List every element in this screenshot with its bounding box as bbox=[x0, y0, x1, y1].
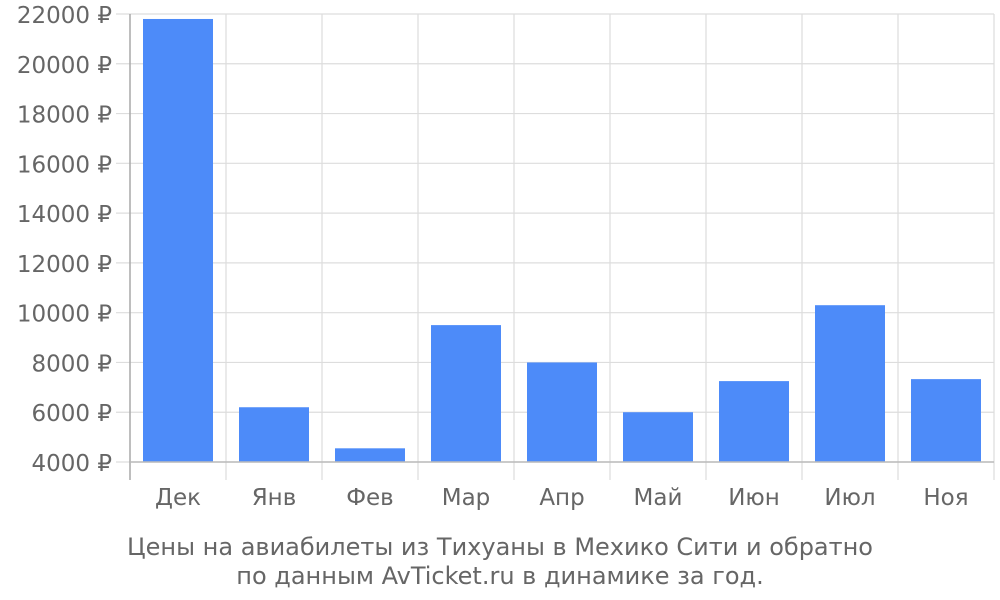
x-tick-label: Ноя bbox=[923, 485, 968, 511]
x-tick-label: Фев bbox=[346, 485, 394, 511]
bar-9 bbox=[911, 379, 981, 462]
y-tick-label: 8000 ₽ bbox=[32, 351, 112, 377]
bar-6 bbox=[623, 412, 693, 462]
bar-7 bbox=[719, 381, 789, 462]
x-axis-tick-labels: Дек Янв Фев Мар Апр Май Июн Июл Ноя bbox=[155, 485, 969, 511]
y-tick-label: 10000 ₽ bbox=[17, 302, 112, 328]
bar-2 bbox=[239, 407, 309, 462]
y-tick-label: 22000 ₽ bbox=[17, 3, 112, 29]
chart-caption-line-2: по данным AvTicket.ru в динамике за год. bbox=[236, 562, 764, 590]
y-axis-tick-labels: 4000 ₽ 6000 ₽ 8000 ₽ 10000 ₽ 12000 ₽ 14000 ₽ 1… bbox=[17, 3, 112, 477]
bar-5 bbox=[527, 362, 597, 462]
chart-axes bbox=[129, 14, 994, 480]
bar-8 bbox=[815, 305, 885, 462]
chart-bars bbox=[143, 18, 981, 462]
x-tick-label: Май bbox=[634, 485, 683, 511]
bar-3 bbox=[335, 448, 405, 462]
x-tick-label: Дек bbox=[155, 485, 201, 511]
x-tick-label: Мар bbox=[442, 485, 491, 511]
x-tick-label: Июл bbox=[824, 485, 875, 511]
y-tick-label: 12000 ₽ bbox=[17, 252, 112, 278]
bar-4 bbox=[431, 325, 501, 462]
bar-chart: 4000 ₽ 6000 ₽ 8000 ₽ 10000 ₽ 12000 ₽ 14000 ₽ 1… bbox=[17, 3, 995, 511]
x-tick-label: Июн bbox=[728, 485, 780, 511]
y-tick-label: 16000 ₽ bbox=[17, 152, 112, 178]
chart-caption-line-1: Цены на авиабилеты из Тихуаны в Мехико С… bbox=[127, 533, 873, 561]
y-tick-label: 18000 ₽ bbox=[17, 103, 112, 129]
x-tick-label: Янв bbox=[252, 485, 297, 511]
y-tick-label: 6000 ₽ bbox=[32, 401, 112, 427]
y-tick-label: 14000 ₽ bbox=[17, 202, 112, 228]
x-tick-label: Апр bbox=[539, 485, 584, 511]
y-tick-label: 20000 ₽ bbox=[17, 53, 112, 79]
bar-1 bbox=[143, 18, 213, 462]
y-tick-label: 4000 ₽ bbox=[32, 451, 112, 477]
